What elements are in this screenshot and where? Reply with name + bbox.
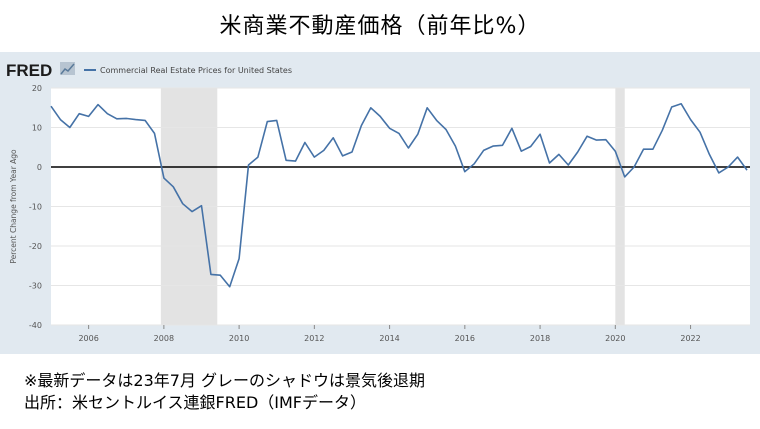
x-axis-ticks: 2006 2008 2010 2012 2014 2016 2018 2020 2022: [78, 325, 701, 343]
y-tick-label: -40: [29, 321, 42, 330]
footnote-latest-data: ※最新データは23年7月 グレーのシャドウは景気後退期: [24, 371, 426, 390]
x-tick-label: 2010: [229, 334, 249, 343]
x-tick-label: 2012: [304, 334, 324, 343]
x-tick-label: 2008: [154, 334, 174, 343]
x-tick-label: 2018: [530, 334, 550, 343]
x-tick-label: 2022: [680, 334, 700, 343]
gridlines: [51, 87, 750, 326]
y-axis-ticks: 20 10 0 -10 -20 -30 -40: [29, 84, 42, 330]
x-tick-label: 2006: [78, 334, 98, 343]
x-tick-label: 2020: [605, 334, 625, 343]
y-tick-label: -20: [29, 242, 42, 251]
y-axis-title: Percent Change from Year Ago: [9, 149, 18, 264]
fred-line-chart: FRED Commercial Real Estate Prices for U…: [6, 61, 750, 343]
y-tick-label: -10: [29, 203, 42, 212]
footnote-source: 出所：米セントルイス連銀FRED（IMFデータ）: [24, 393, 366, 412]
page-title: 米商業不動産価格（前年比%）: [219, 14, 541, 39]
y-tick-label: 0: [37, 163, 42, 172]
series-line: [50, 102, 748, 288]
x-tick-label: 2016: [455, 334, 475, 343]
fred-logo-icon: [60, 62, 75, 75]
legend-label: Commercial Real Estate Prices for United…: [100, 66, 292, 75]
y-tick-label: 20: [32, 84, 42, 93]
x-tick-label: 2014: [379, 334, 399, 343]
y-tick-label: -30: [29, 282, 42, 291]
fred-logo: FRED: [6, 61, 52, 80]
y-tick-label: 10: [32, 124, 42, 133]
footnotes: ※最新データは23年7月 グレーのシャドウは景気後退期 出所：米セントルイス連銀…: [24, 370, 425, 414]
chart-panel: FRED Commercial Real Estate Prices for U…: [0, 52, 760, 354]
